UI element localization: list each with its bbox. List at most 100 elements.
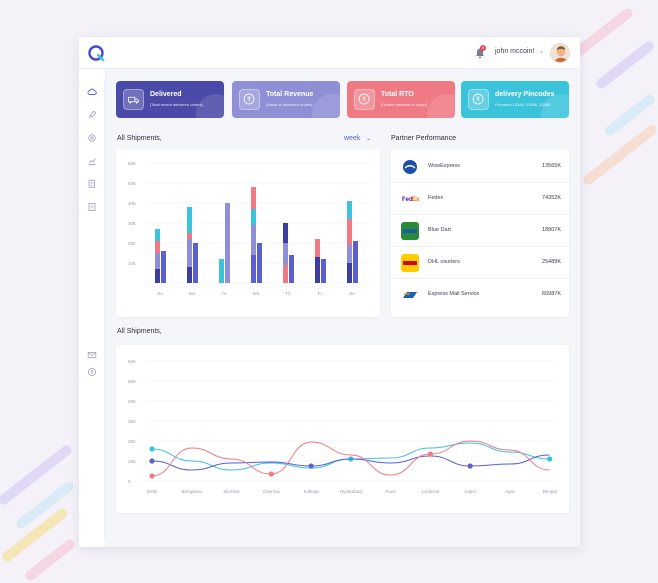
series-point xyxy=(467,463,473,469)
partner-name: Express Mail Service xyxy=(428,291,480,297)
currency-icon[interactable] xyxy=(87,367,97,377)
y-tick-label: 10K xyxy=(128,261,136,266)
series-point xyxy=(149,473,155,479)
bar-segment xyxy=(187,207,192,233)
rupee-icon: ₹ xyxy=(239,89,260,110)
bar-segment xyxy=(283,243,288,265)
bar-segment xyxy=(315,239,320,257)
wowexpress-logo xyxy=(401,158,419,176)
partner-row[interactable]: DHL couriers 25489K xyxy=(391,247,569,279)
card-decoration xyxy=(312,94,340,118)
user-avatar[interactable] xyxy=(550,43,570,63)
x-tick-label: Bengaluru xyxy=(182,489,203,494)
series-line xyxy=(151,440,550,477)
rupee-icon: ₹ xyxy=(354,89,375,110)
bar-segment xyxy=(187,233,192,239)
partner-row[interactable]: Blue Dart 18907K xyxy=(391,215,569,247)
card-title: delivery Pincodes xyxy=(495,91,555,98)
x-tick-label: Agra xyxy=(505,489,515,494)
dhl-logo xyxy=(401,254,419,272)
series-point xyxy=(268,471,274,477)
chevron-down-icon[interactable]: ⌄ xyxy=(366,136,372,142)
x-tick-label: Th xyxy=(285,291,291,296)
partner-value: 13565K xyxy=(542,163,561,169)
bar-segment xyxy=(347,245,352,263)
svg-text:₹: ₹ xyxy=(247,96,251,103)
rupee-icon: ₹ xyxy=(468,89,489,110)
y-tick-label: 50K xyxy=(128,379,136,384)
report-icon[interactable] xyxy=(87,179,97,189)
app-logo-icon[interactable] xyxy=(87,44,105,62)
bar-segment xyxy=(155,253,160,269)
stat-card-delivered[interactable]: Delivered [Total recent delivered orders… xyxy=(116,81,224,118)
bar-segment xyxy=(225,203,230,283)
truck-icon xyxy=(123,89,144,110)
x-tick-label: Su xyxy=(157,291,163,296)
partner-row[interactable]: WowExpress 13565K xyxy=(391,151,569,183)
bar-segment xyxy=(315,257,320,283)
series-point xyxy=(547,456,553,462)
card-title: Total RTO xyxy=(381,91,414,98)
bar-segment xyxy=(219,259,224,283)
bar-segment xyxy=(155,241,160,253)
y-tick-label: 60K xyxy=(128,359,136,364)
cloud-icon[interactable] xyxy=(87,87,97,97)
bar-segment xyxy=(155,229,160,241)
series-point xyxy=(149,458,155,464)
bar-segment xyxy=(347,219,352,245)
y-tick-label: 40K xyxy=(128,399,136,404)
mail-icon[interactable] xyxy=(87,350,97,360)
y-tick-label: 10K xyxy=(128,459,136,464)
sidebar xyxy=(79,69,106,547)
bar-segment xyxy=(187,239,192,267)
top-bar: 3 john mccoin! ⌄ xyxy=(79,37,580,69)
bar-segment xyxy=(283,265,288,283)
chevron-down-icon[interactable]: ⌄ xyxy=(539,49,545,55)
card-subtitle: [Total recent delivered orders] xyxy=(150,102,203,107)
partner-name: Fedex xyxy=(428,195,444,201)
rocket-icon[interactable] xyxy=(87,110,97,120)
series-line xyxy=(151,454,550,471)
x-tick-label: Delhi xyxy=(147,489,157,494)
card-subtitle: [Orders returned to origin] xyxy=(381,102,427,107)
partner-name: DHL couriers xyxy=(428,259,460,265)
y-tick-label: 60K xyxy=(128,161,136,166)
partner-value: 74352K xyxy=(542,195,561,201)
partner-name: Blue Dart xyxy=(428,227,451,233)
sidebar-track xyxy=(104,79,106,539)
bar-segment xyxy=(289,255,294,283)
stat-card-total-rto[interactable]: ₹ Total RTO [Orders returned to origin] xyxy=(347,81,455,118)
partner-row[interactable]: Express Mail Service 65987K xyxy=(391,279,569,311)
bar-chart-panel: 10K 20K 30K 40K 50K 60K Su Mo Tu We Th Fr Sa xyxy=(116,149,380,317)
period-select[interactable]: week xyxy=(344,135,361,142)
stat-card-total-revenue[interactable]: ₹ Total Revenue [Value of delivered orde… xyxy=(232,81,340,118)
card-title: Total Revenue xyxy=(266,91,314,98)
bar-segment xyxy=(353,241,358,283)
bar-segment xyxy=(193,243,198,283)
y-tick-label: 30K xyxy=(128,419,136,424)
y-tick-label: 50K xyxy=(128,181,136,186)
card-title: Delivered xyxy=(150,91,182,98)
x-tick-label: Mumbai xyxy=(224,489,240,494)
x-tick-label: Kolkata xyxy=(304,489,320,494)
partner-row[interactable]: Fed Ex Fedex 74352K xyxy=(391,183,569,215)
x-tick-label: Sa xyxy=(349,291,355,296)
x-tick-label: Lucknow xyxy=(422,489,441,494)
document-icon[interactable] xyxy=(87,202,97,212)
bar-segment xyxy=(251,209,256,225)
x-tick-label: Hyderabad xyxy=(340,489,363,494)
bar-segment xyxy=(155,269,160,283)
stat-card-delivery-pincodes[interactable]: ₹ delivery Pincodes Pincodes 12345, 2345… xyxy=(461,81,569,118)
x-tick-label: Mo xyxy=(189,291,196,296)
bar-segment xyxy=(251,187,256,209)
chart-icon[interactable] xyxy=(87,156,97,166)
y-tick-label: 30K xyxy=(128,221,136,226)
svg-text:Ex: Ex xyxy=(412,197,419,203)
notification-badge: 3 xyxy=(480,45,486,51)
bar-segment xyxy=(187,267,192,283)
user-name[interactable]: john mccoin! xyxy=(495,48,535,55)
partner-performance-panel: WowExpress 13565K Fed Ex Fedex 74352K Blu… xyxy=(391,149,569,317)
bar-segment xyxy=(251,255,256,283)
settings-icon[interactable] xyxy=(87,133,97,143)
line-chart-panel: 0 10K 20K 30K 40K 50K 60K Delhi Bengaluru Mumbai C… xyxy=(116,345,569,513)
